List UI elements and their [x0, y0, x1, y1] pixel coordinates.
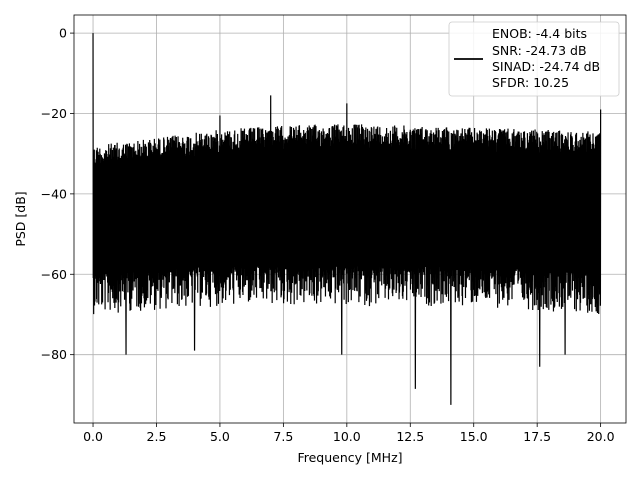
legend-line-sinad: SINAD: -24.74 dB — [492, 59, 600, 74]
y-axis-label: PSD [dB] — [13, 191, 28, 246]
legend-line-snr: SNR: -24.73 dB — [492, 43, 587, 58]
legend-line-sfdr: SFDR: 10.25 — [492, 75, 569, 90]
y-tick-label: −20 — [41, 106, 67, 121]
psd-series-line — [92, 33, 602, 405]
legend-line-enob: ENOB: -4.4 bits — [492, 26, 587, 41]
x-axis-label: Frequency [MHz] — [297, 450, 402, 465]
x-tick-label: 0.0 — [83, 429, 103, 444]
legend: ENOB: -4.4 bits SNR: -24.73 dB SINAD: -2… — [448, 21, 620, 97]
y-tick-label: 0 — [59, 26, 67, 41]
x-tick-label: 2.5 — [147, 429, 167, 444]
x-tick-label: 17.5 — [523, 429, 551, 444]
y-tick-label: −80 — [41, 347, 67, 362]
x-tick-label: 5.0 — [210, 429, 230, 444]
x-tick-label: 10.0 — [333, 429, 361, 444]
x-tick-label: 12.5 — [396, 429, 424, 444]
x-ticks: 0.0 2.5 5.0 7.5 10.0 12.5 15.0 17.5 20.0 — [83, 423, 615, 444]
x-tick-label: 20.0 — [587, 429, 615, 444]
y-tick-label: −40 — [41, 186, 67, 201]
legend-box — [448, 21, 620, 97]
plot-frame — [73, 14, 627, 424]
x-tick-label: 15.0 — [460, 429, 488, 444]
y-tick-label: −60 — [41, 267, 67, 282]
y-ticks: 0 −20 −40 −60 −80 — [41, 26, 74, 362]
x-tick-label: 7.5 — [273, 429, 293, 444]
